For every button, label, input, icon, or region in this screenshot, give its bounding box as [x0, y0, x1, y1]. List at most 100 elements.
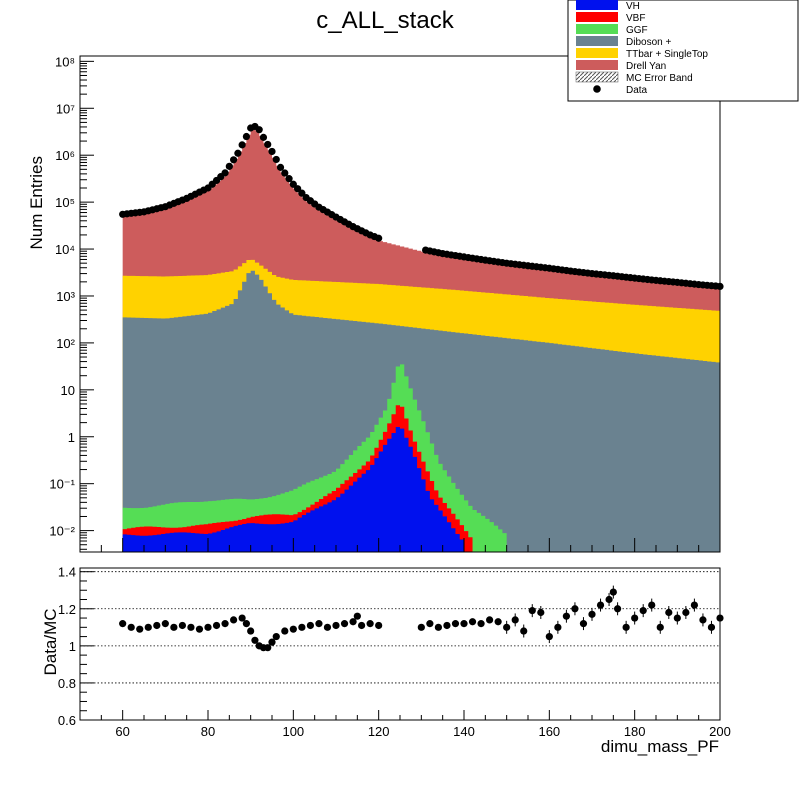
legend-label: VBF [626, 13, 645, 24]
ratio-point [477, 620, 485, 628]
legend-label: MC Error Band [626, 73, 693, 84]
ggf-fill [122, 364, 720, 552]
ratio-point [247, 627, 255, 635]
data-point [268, 147, 276, 156]
ratio-point [340, 620, 349, 628]
x-tick-label: 60 [115, 724, 129, 739]
ratio-point [170, 623, 178, 631]
data-point [238, 141, 246, 149]
legend-label: Data [626, 85, 648, 96]
legend-label: TTbar + SingleTop [626, 49, 708, 60]
ratio-point [648, 601, 656, 609]
ratio-point [272, 632, 280, 641]
ratio-point [230, 616, 238, 624]
main-y-axis: 10⁸ 10⁷ 10⁶ 10⁵ 10⁴ 10³ 10² 10 1 10⁻¹ 10⁻² [49, 54, 94, 550]
y-tick-label: 10³ [56, 289, 75, 304]
ratio-point [562, 612, 571, 620]
data-point [242, 132, 250, 141]
ratio-point [315, 620, 323, 628]
ratio-point [434, 623, 442, 631]
x-tick-label: 160 [538, 724, 560, 739]
data-point [298, 189, 306, 197]
ratio-point [605, 595, 613, 604]
ratio-point [639, 607, 647, 615]
ratio-point [554, 623, 562, 631]
data-point [375, 234, 383, 242]
ratio-y-tick-label: 0.8 [58, 676, 76, 691]
y-tick-label: 1 [68, 430, 75, 445]
main-y-axis-label: Num Entries [27, 156, 46, 250]
ratio-point [161, 620, 169, 628]
ratio-point [699, 616, 707, 624]
ratio-point [451, 620, 460, 628]
ratio-point [289, 625, 297, 633]
x-axis-label: dimu_mass_PF [601, 737, 719, 756]
legend-label: VH [626, 1, 640, 12]
legend-swatch [576, 60, 618, 70]
ratio-point [596, 601, 605, 609]
ratio-point [673, 614, 681, 622]
x-tick-label: 120 [368, 724, 390, 739]
data-point [255, 126, 263, 134]
data-point [276, 163, 285, 171]
ratio-point [494, 618, 502, 626]
ratio-plot-panel: 0.6 0.8 1 1.2 1.4 60 80 100 120 140 160 180 200 Dat… [41, 565, 731, 756]
data-point [285, 175, 293, 183]
ratio-point [251, 636, 259, 644]
ratio-point [204, 623, 212, 631]
data-point [272, 155, 280, 164]
ratio-point [528, 607, 536, 615]
ratio-point [609, 588, 617, 596]
data-point [225, 162, 233, 170]
ratio-point [144, 623, 152, 631]
legend-entry: MC Error Band [575, 71, 693, 84]
ratio-point [238, 614, 246, 622]
y-tick-label: 10⁸ [55, 54, 75, 69]
x-tick-label: 140 [453, 724, 475, 739]
ratio-point [281, 627, 289, 635]
legend-swatch [576, 24, 618, 34]
vbf-fill [122, 405, 720, 552]
ratio-point [665, 608, 673, 617]
ratio-point [460, 620, 468, 628]
ratio-point [153, 621, 161, 630]
ratio-point [571, 605, 579, 613]
ratio-point [242, 620, 250, 628]
ratio-point [358, 621, 366, 630]
ratio-y-tick-label: 1.4 [58, 565, 76, 580]
data-point [294, 185, 302, 193]
ratio-point [707, 623, 716, 631]
legend-entry: Data [593, 85, 648, 96]
y-tick-label: 10⁻² [49, 524, 75, 539]
ratio-point [375, 621, 383, 630]
ratio-point [426, 620, 434, 628]
data-point [264, 140, 272, 149]
data-points [119, 122, 724, 290]
ratio-point [511, 616, 519, 624]
ratio-point [588, 610, 596, 618]
ratio-point [212, 621, 221, 630]
ratio-point [221, 620, 229, 628]
ratio-point [332, 621, 340, 630]
data-point [234, 149, 242, 157]
ratio-point [468, 618, 477, 626]
legend-entry: VH [576, 0, 640, 12]
ratio-x-axis: 60 80 100 120 140 160 180 200 [100, 710, 731, 739]
legend-entry: Drell Yan [576, 60, 666, 72]
legend-label: GGF [626, 25, 648, 36]
ratio-point [690, 601, 699, 609]
y-tick-label: 10⁶ [55, 148, 75, 163]
legend-entry: GGF [576, 24, 648, 36]
x-tick-label: 200 [709, 724, 731, 739]
legend-entry: TTbar + SingleTop [576, 48, 708, 60]
legend-swatch [576, 0, 618, 10]
stacked-histogram [122, 129, 720, 552]
data-point [289, 180, 297, 188]
ratio-point [349, 618, 357, 626]
legend-entry: VBF [576, 12, 645, 24]
ratio-plot-frame [79, 567, 721, 721]
ratio-point [195, 625, 204, 633]
ratio-point [187, 623, 195, 631]
ratio-points [119, 585, 724, 652]
